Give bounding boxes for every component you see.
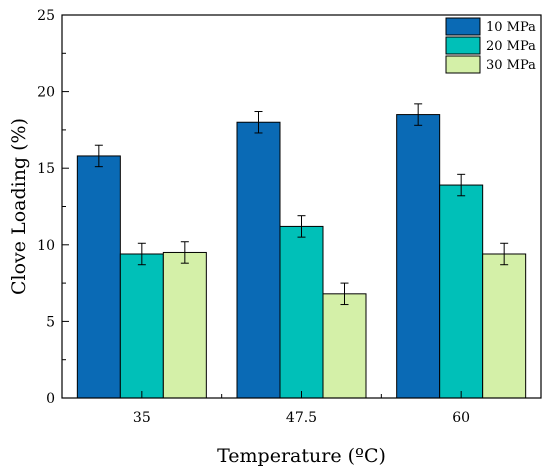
y-axis: 0 5 10 15 20 25 bbox=[37, 8, 69, 407]
bar bbox=[322, 293, 367, 399]
bars-layer bbox=[76, 114, 527, 399]
y-tick-label: 20 bbox=[37, 85, 55, 101]
x-tick-label: 47.5 bbox=[286, 410, 317, 426]
y-tick-label: 15 bbox=[37, 161, 55, 177]
bar bbox=[119, 253, 164, 399]
y-tick-label: 0 bbox=[46, 391, 55, 407]
x-axis-title: Temperature (ºC) bbox=[217, 445, 386, 467]
legend-label: 10 MPa bbox=[486, 20, 536, 35]
legend-label: 20 MPa bbox=[486, 39, 536, 54]
bar bbox=[279, 225, 324, 399]
y-tick-label: 10 bbox=[37, 238, 55, 254]
y-tick-label: 5 bbox=[46, 314, 55, 330]
error-bars-layer bbox=[94, 103, 509, 306]
legend-label: 30 MPa bbox=[486, 58, 536, 73]
legend-swatch bbox=[445, 36, 481, 55]
bar bbox=[396, 114, 441, 399]
x-tick-label: 60 bbox=[452, 410, 470, 426]
x-axis: 35 47.5 60 bbox=[133, 391, 470, 426]
y-tick-label: 25 bbox=[37, 8, 55, 24]
legend-swatch bbox=[445, 55, 481, 74]
bar bbox=[162, 251, 207, 399]
bar bbox=[482, 253, 527, 399]
legend-swatch bbox=[445, 17, 481, 36]
x-tick-label: 35 bbox=[133, 410, 151, 426]
bar bbox=[236, 121, 281, 399]
legend: 10 MPa 20 MPa 30 MPa bbox=[445, 17, 536, 74]
bar bbox=[439, 184, 484, 399]
y-axis-title: Clove Loading (%) bbox=[8, 118, 30, 295]
bar bbox=[76, 155, 121, 399]
